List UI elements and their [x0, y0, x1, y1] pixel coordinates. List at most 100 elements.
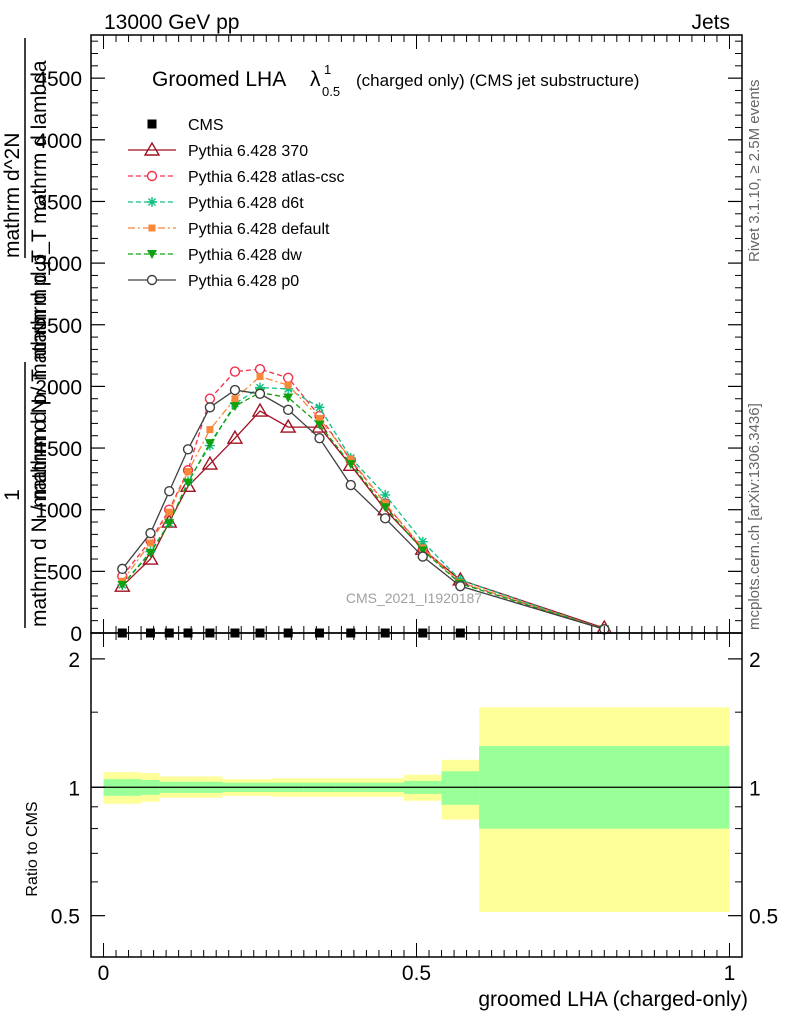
ratio-ytick-label: 1 — [68, 777, 80, 800]
legend-item-atlas-csc: Pythia 6.428 atlas-csc — [128, 169, 345, 186]
main-ytick-label: 2500 — [35, 315, 82, 338]
main-ytick-label: 2000 — [35, 376, 82, 399]
data-point-p0 — [417, 551, 428, 562]
data-point-dw — [204, 439, 215, 449]
chart-title: Groomed LHA λ 1 0.5 (charged only) (CMS … — [152, 62, 639, 99]
data-point-default — [284, 381, 292, 389]
data-point-p0 — [282, 404, 294, 416]
legend-item-cms: CMS — [147, 117, 224, 134]
legend-label-p370: Pythia 6.428 370 — [188, 143, 308, 160]
legend-label-dw: Pythia 6.428 dw — [188, 247, 302, 264]
series-line-atlas-csc — [121, 368, 605, 630]
data-point-atlas-csc — [204, 393, 216, 404]
data-point-default — [315, 414, 323, 422]
legend-marker-p0 — [146, 274, 158, 286]
chart-title-main: Groomed LHA — [152, 68, 286, 91]
main-ytick-label: 4500 — [35, 68, 82, 91]
legend-item-p370: Pythia 6.428 370 — [128, 141, 308, 160]
header-right: Jets — [691, 11, 730, 34]
data-point-dw — [283, 393, 294, 403]
data-point-dw — [145, 548, 156, 558]
data-point-default — [256, 373, 264, 381]
data-point-p0 — [145, 527, 156, 539]
main-ytick-label: 1000 — [35, 500, 82, 523]
legend-label-cms: CMS — [188, 117, 224, 134]
data-point-dw — [183, 478, 194, 488]
legend-label-atlas-csc: Pythia 6.428 atlas-csc — [188, 169, 345, 186]
data-point-p0 — [455, 580, 466, 592]
main-ytick-label: 0 — [70, 623, 82, 646]
chart-title-sub: 0.5 — [322, 84, 340, 99]
legend-marker-dw — [147, 250, 157, 259]
ratio-ytick-label-right: 0.5 — [749, 906, 778, 929]
data-point-p0 — [345, 479, 356, 491]
y-label-alt-line: mathrm d N / mathrm d p_T — [28, 250, 51, 508]
data-point-dw — [417, 546, 428, 556]
series-line-p0 — [121, 389, 605, 630]
main-ytick-label: 3500 — [35, 191, 82, 214]
data-point-p0 — [229, 384, 241, 396]
series-line-dw — [121, 391, 605, 630]
y-label-frac-num: 1 — [1, 489, 24, 501]
data-point-atlas-csc — [282, 372, 294, 383]
ratio-ytick-label-right: 1 — [749, 777, 761, 800]
rivet-label: Rivet 3.1.10, ≥ 2.5M events — [746, 80, 763, 263]
data-point-p0 — [380, 513, 391, 524]
ratio-axis-ticks: 0.5 0.5 1 1 2 2 0 0.5 1 — [51, 633, 778, 985]
header-left: 13000 GeV pp — [104, 11, 239, 34]
chart-title-lambda: λ — [310, 68, 321, 91]
legend-label-d6t: Pythia 6.428 d6t — [188, 195, 304, 212]
data-point-dw — [117, 580, 128, 590]
legend-marker-d6t — [147, 197, 157, 207]
y-label-deriv-den: mathrm d p_T mathrm d lambda — [28, 60, 51, 360]
data-point-d6t — [314, 402, 325, 413]
data-point-default — [231, 395, 239, 403]
data-point-dw — [164, 519, 175, 529]
y-label-frac-den: mathrm d N / mathrm d p_T — [28, 369, 51, 627]
y-axis-label-ratio: Ratio to CMS — [24, 801, 41, 896]
legend-item-dw: Pythia 6.428 dw — [128, 247, 302, 264]
main-ytick-label: 4000 — [35, 130, 82, 153]
main-axis-ticks: 0 500 1000 1500 2000 2500 3000 3500 4000 4500 — [35, 35, 742, 646]
data-point-p370 — [142, 550, 159, 565]
chart-title-sup: 1 — [324, 62, 331, 77]
data-point-default — [206, 426, 214, 434]
legend-marker-p370 — [143, 141, 161, 156]
legend-marker-default — [148, 224, 156, 232]
data-point-d6t — [380, 489, 391, 500]
data-point-d6t — [417, 536, 428, 547]
ratio-ytick-label: 0.5 — [51, 906, 80, 929]
ratio-band-inner — [441, 771, 480, 805]
data-point-dw — [229, 402, 240, 412]
series-line-default — [121, 375, 605, 630]
ratio-xtick-label: 0 — [98, 962, 110, 985]
data-point-atlas-csc — [229, 366, 241, 377]
data-point-p370 — [251, 402, 269, 417]
data-point-p0 — [204, 402, 216, 413]
ratio-ytick-label-right: 2 — [749, 649, 761, 672]
data-point-dw — [314, 420, 325, 430]
y-axis-label-main: 1 mathrm d N / mathrm d p_T mathrm d^2N … — [1, 38, 51, 628]
data-point-p370 — [201, 455, 219, 470]
data-point-d6t — [283, 383, 294, 394]
data-point-p370 — [226, 429, 244, 444]
main-panel: 0 500 1000 1500 2000 2500 3000 3500 4000 4500 — [35, 34, 743, 646]
legend-label-p0: Pythia 6.428 p0 — [188, 273, 299, 290]
legend: CMS Pythia 6.428 370 Pythia 6.428 atlas-cs… — [128, 117, 345, 290]
main-ytick-label: 500 — [47, 561, 82, 584]
data-point-p370 — [179, 477, 197, 492]
data-point-default — [146, 539, 154, 547]
data-point-d6t — [255, 382, 266, 393]
data-point-default — [347, 455, 355, 463]
ratio-ytick-label: 2 — [68, 649, 80, 672]
legend-marker-atlas-csc — [146, 170, 158, 182]
watermark: CMS_2021_I1920187 — [346, 590, 482, 606]
data-point-p0 — [117, 563, 128, 575]
data-point-default — [184, 467, 192, 475]
data-point-atlas-csc — [254, 363, 266, 375]
ratio-xtick-label: 0.5 — [402, 962, 431, 985]
main-ytick-label: 1500 — [35, 438, 82, 461]
series-p0 — [117, 384, 610, 635]
data-point-p370 — [311, 418, 328, 433]
